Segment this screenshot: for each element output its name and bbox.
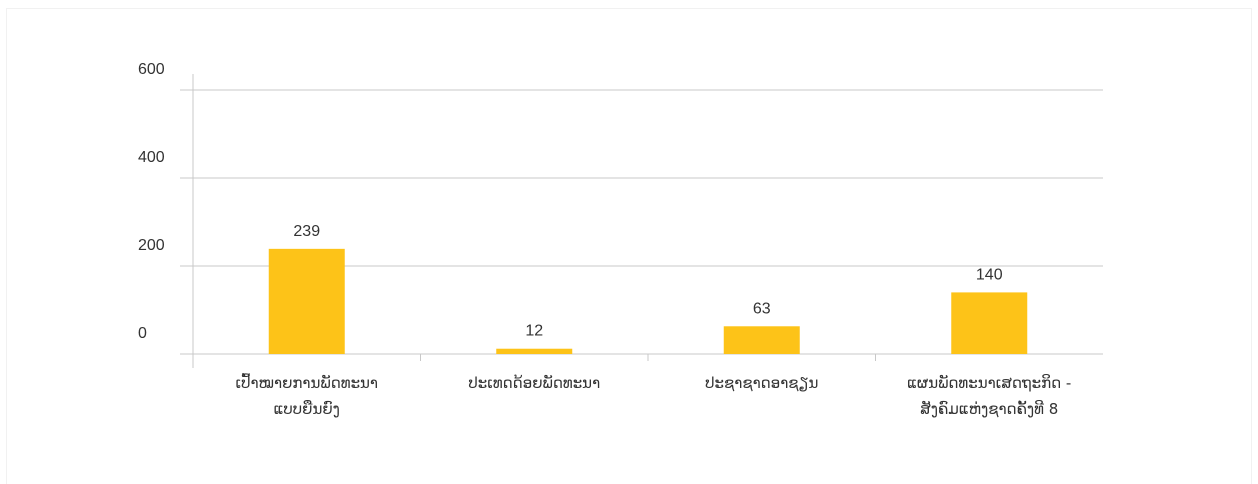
category-label-line: ສັງຄົມແຫ່ງຊາດຄັ້ງທີ 8 xyxy=(920,399,1058,418)
category-label-2: ປະຊາຊາດອາຊຽນ xyxy=(705,374,818,392)
bars xyxy=(268,248,1028,354)
category-label-line: ແບບຍືນຍົງ xyxy=(274,399,340,418)
value-labels: 239 12 63 140 xyxy=(293,223,1002,340)
chart-frame xyxy=(6,8,1252,484)
bar-3 xyxy=(951,292,1028,354)
category-label-3: ແຜນພັດທະນາເສດຖະກິດ - ສັງຄົມແຫ່ງຊາດຄັ້ງທີ … xyxy=(907,373,1071,418)
bar-1 xyxy=(496,348,573,354)
y-tick-label-400: 400 xyxy=(138,149,165,166)
category-label-line: ເປົ້າໝາຍການພັດທະນາ xyxy=(235,371,378,392)
value-label-0: 239 xyxy=(293,223,320,240)
bar-2 xyxy=(723,326,800,354)
axes xyxy=(192,74,876,368)
category-label-0: ເປົ້າໝາຍການພັດທະນາແບບຍືນຍົງ xyxy=(235,371,378,418)
category-label-line: ແຜນພັດທະນາເສດຖະກິດ - xyxy=(907,373,1071,392)
y-tick-label-600: 600 xyxy=(138,61,165,78)
y-tick-labels: 0 200 400 600 xyxy=(138,61,165,342)
y-tick-label-200: 200 xyxy=(138,237,165,254)
category-label-line: ປະເທດດ້ອຍພັດທະນາ xyxy=(468,373,600,392)
value-label-2: 63 xyxy=(753,300,771,317)
category-label-line: ປະຊາຊາດອາຊຽນ xyxy=(705,374,818,392)
value-label-1: 12 xyxy=(525,323,543,340)
y-tick-label-0: 0 xyxy=(138,325,147,342)
bar-0 xyxy=(268,248,345,354)
category-label-1: ປະເທດດ້ອຍພັດທະນາ xyxy=(468,373,600,392)
category-labels: ເປົ້າໝາຍການພັດທະນາແບບຍືນຍົງ ປະເທດດ້ອຍພັດທ… xyxy=(235,371,1071,418)
value-label-3: 140 xyxy=(976,266,1003,283)
